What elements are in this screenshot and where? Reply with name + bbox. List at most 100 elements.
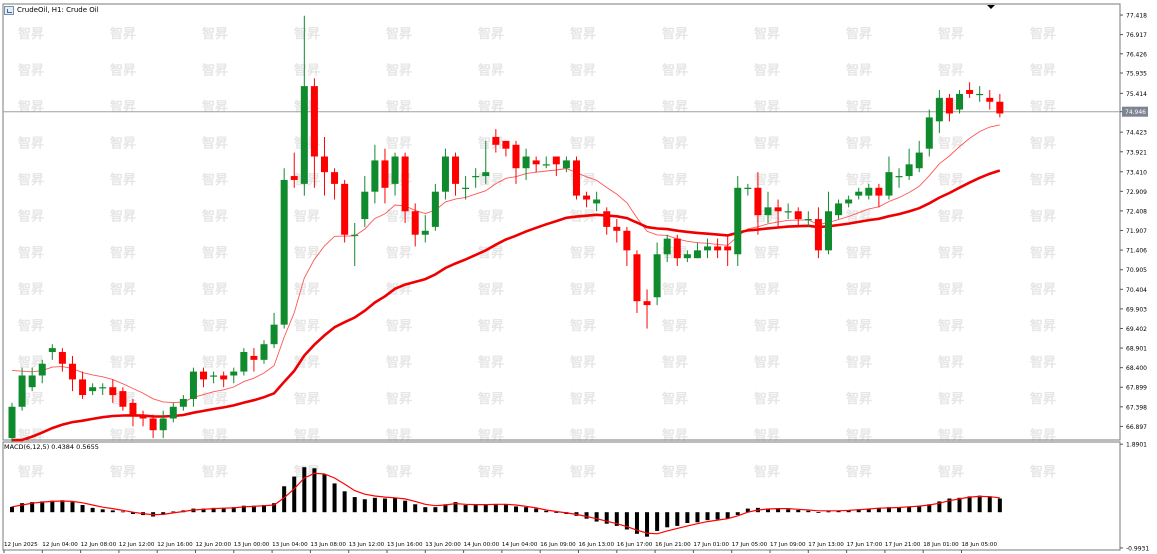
candle-body [331,172,339,184]
watermark-text: 智昇 [662,26,688,42]
watermark-text: 智昇 [110,355,136,371]
watermark-text: 智昇 [754,282,780,298]
watermark-text: 智昇 [846,464,872,480]
watermark-text: 智昇 [18,464,44,480]
macd-histogram-bar [634,512,639,534]
watermark-text: 智昇 [386,391,412,407]
watermark-text: 智昇 [846,391,872,407]
watermark-text: 智昇 [754,391,780,407]
candle-body [210,375,218,377]
macd-histogram-bar [100,509,105,513]
current-price-badge [1122,106,1148,117]
candle-body [885,172,893,196]
watermark-text: 智昇 [294,282,320,298]
watermark-text: 智昇 [662,209,688,225]
watermark-text: 智昇 [754,26,780,42]
watermark-text: 智昇 [294,63,320,79]
watermark-text: 智昇 [110,26,136,42]
watermark-text: 智昇 [938,318,964,334]
watermark-text: 智昇 [754,136,780,152]
macd-histogram-bar [352,497,357,513]
watermark-text: 智昇 [846,136,872,152]
candle-body [714,246,722,251]
candle-body [149,418,157,431]
time-tick-label: 13 Jun 04:00 [272,542,308,548]
watermark-text: 智昇 [110,245,136,261]
macd-histogram-bar [614,512,619,526]
watermark-text: 智昇 [754,318,780,334]
watermark-text: 智昇 [18,282,44,298]
macd-histogram-bar [796,510,801,513]
watermark-text: 智昇 [846,428,872,444]
macd-indicator-label: MACD(6,12,5) 0.4384 0.5655 [4,443,99,451]
macd-histogram-bar [10,506,14,513]
watermark-text: 智昇 [846,99,872,115]
time-tick-label: 13 Jun 00:00 [234,542,270,548]
candle-body [38,363,46,376]
candle-body [724,246,732,251]
candle-body [280,179,288,325]
macd-histogram-bar [201,508,206,513]
macd-histogram-bar [282,486,287,513]
candle-body [139,414,147,419]
time-tick-label: 17 Jun 05:00 [732,542,768,548]
candle-body [401,156,409,212]
watermark-text: 智昇 [110,464,136,480]
candle-body [593,199,601,204]
macd-histogram-bar [493,504,498,513]
watermark-text: 智昇 [662,318,688,334]
macd-histogram-bar [604,512,609,524]
moving-average-fast-line [11,124,1000,404]
macd-histogram-bar [423,507,428,513]
candle-body [472,176,480,178]
candle-body [452,156,460,184]
watermark-text: 智昇 [1030,209,1056,225]
macd-histogram-bar [655,512,660,531]
candle-body [764,207,772,216]
watermark-text: 智昇 [1030,464,1056,480]
candle-body [391,156,399,184]
watermark-text: 智昇 [294,355,320,371]
candle-body [976,93,984,96]
watermark-text: 智昇 [1030,355,1056,371]
candle-body [845,199,853,204]
watermark-text: 智昇 [18,209,44,225]
watermark-text: 智昇 [938,209,964,225]
watermark-text: 智昇 [846,355,872,371]
macd-histogram-bar [393,497,398,513]
candle-body [804,219,812,221]
price-tick-label: 72.408 [1126,208,1147,215]
watermark-text: 智昇 [938,136,964,152]
candle-body [653,254,661,298]
watermark-text: 智昇 [570,99,596,115]
price-tick-label: 68.901 [1126,346,1147,353]
watermark-text: 智昇 [110,136,136,152]
candle-body [230,371,238,376]
macd-histogram-bar [544,510,549,513]
chart-shift-marker-icon [987,5,995,9]
time-tick-label: 12 Jun 08:00 [81,542,117,548]
candle-body [300,86,308,184]
candle-body [693,250,701,259]
watermark-text: 智昇 [110,282,136,298]
macd-histogram-bar [766,508,770,513]
watermark-text: 智昇 [662,99,688,115]
watermark-text: 智昇 [570,63,596,79]
candle-body [895,176,903,178]
candle-body [744,187,752,189]
watermark-text: 智昇 [938,355,964,371]
watermark-text: 智昇 [662,136,688,152]
candle-body [200,371,208,380]
watermark-text: 智昇 [570,428,596,444]
candle-body [99,387,107,389]
candle-body [431,191,439,227]
watermark-text: 智昇 [938,245,964,261]
macd-histogram-bar [403,500,408,513]
chart-header: CrudeOil, H1: Crude Oil [4,3,99,17]
macd-histogram-bar [80,505,85,513]
candle-body [774,207,782,212]
macd-histogram-bar [907,506,912,513]
chart-title: CrudeOil, H1: Crude Oil [17,6,99,14]
